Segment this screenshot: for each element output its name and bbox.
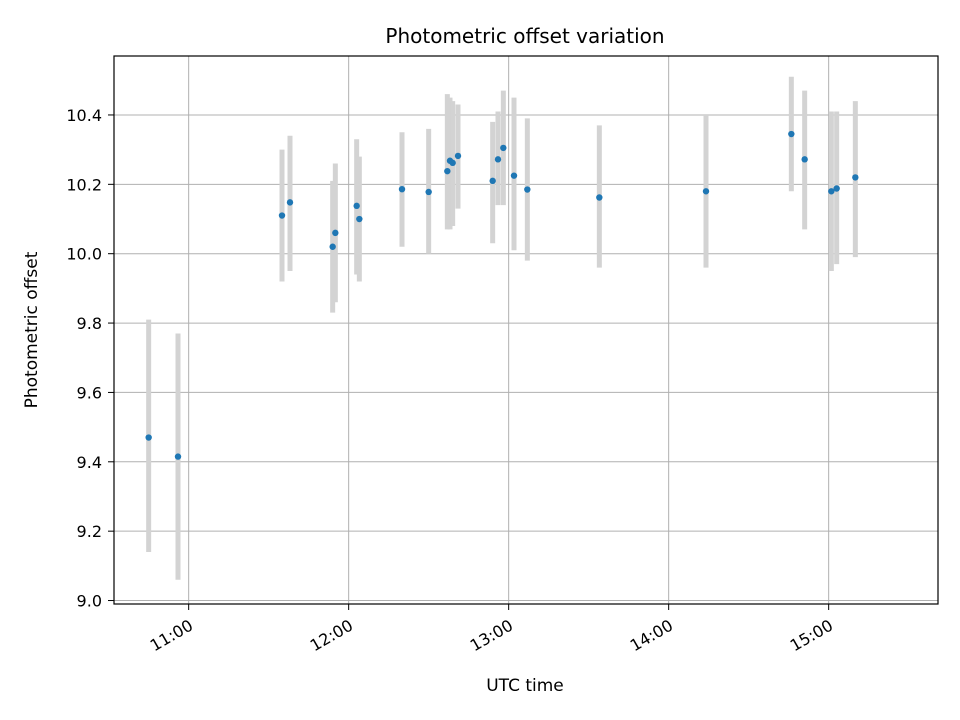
data-point (425, 188, 432, 196)
data-point (524, 186, 531, 193)
data-point (398, 185, 406, 193)
data-point (454, 152, 462, 160)
data-point (444, 167, 451, 175)
data-points (145, 130, 859, 460)
y-tick-label: 10.0 (66, 245, 102, 264)
data-point (801, 156, 808, 163)
data-point (788, 130, 795, 138)
y-tick-label: 10.2 (66, 175, 102, 194)
y-axis-label: Photometric offset (22, 251, 42, 408)
data-point (353, 202, 360, 210)
data-point (286, 199, 294, 206)
x-tick-label: 12:00 (307, 616, 356, 656)
data-point (852, 174, 859, 181)
data-point (828, 188, 835, 195)
data-point (332, 229, 339, 237)
x-axis-label: UTC time (486, 676, 564, 696)
y-tick-label: 9.6 (77, 383, 102, 402)
data-point (356, 215, 363, 223)
x-tick-label: 15:00 (787, 616, 836, 656)
y-tick-label: 9.2 (77, 522, 102, 541)
data-point (174, 453, 182, 460)
data-point (510, 172, 518, 179)
data-point (494, 156, 502, 163)
data-point (702, 188, 710, 195)
plot-frame (113, 55, 939, 605)
data-point (833, 185, 840, 192)
data-point (278, 212, 286, 219)
x-tick-label: 14:00 (627, 616, 676, 656)
data-point (596, 194, 603, 201)
y-tick-label: 9.4 (77, 453, 102, 472)
chart-title: Photometric offset variation (385, 24, 664, 48)
y-tick-label: 9.8 (77, 314, 102, 333)
x-tick-label: 13:00 (467, 616, 516, 656)
y-tick-label: 10.4 (66, 106, 102, 125)
x-tick-label: 11:00 (147, 616, 196, 656)
data-point (449, 159, 456, 167)
y-tick-label: 9.0 (77, 592, 102, 611)
data-point (329, 243, 336, 250)
data-point (489, 177, 496, 185)
data-point (500, 144, 507, 152)
data-point (145, 434, 152, 441)
